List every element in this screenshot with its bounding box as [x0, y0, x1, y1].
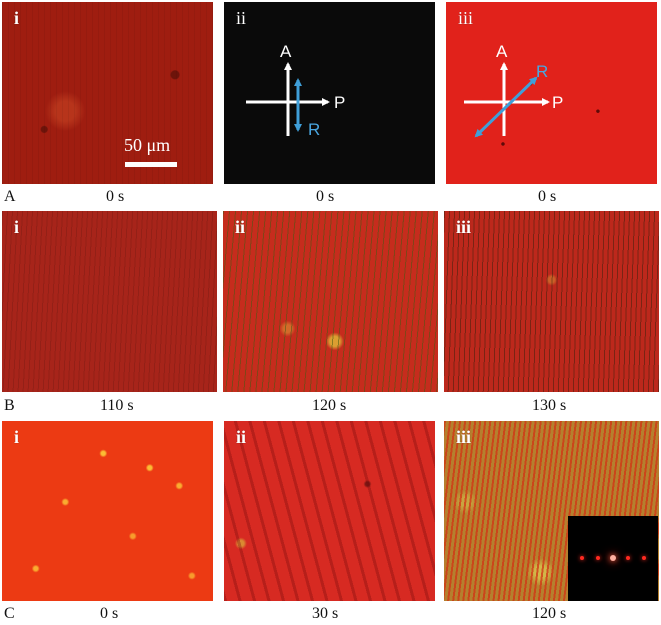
- time-label: 0 s: [100, 605, 119, 622]
- panel-b-iii: iii: [444, 211, 659, 392]
- diffraction-spot: [642, 556, 646, 560]
- row-label-b: B: [4, 397, 15, 414]
- analyzer-label: A: [496, 42, 508, 61]
- diffraction-spot: [626, 556, 630, 560]
- panel-a-i: i 50 μm: [2, 2, 213, 184]
- analyzer-label: A: [280, 42, 292, 61]
- panel-label: ii: [236, 8, 247, 28]
- panel-label: iii: [458, 8, 474, 28]
- time-label: 110 s: [100, 397, 134, 414]
- panel-a-ii: ii A P R: [224, 2, 435, 184]
- diffraction-pattern-inset: [568, 516, 658, 601]
- diffraction-spot: [580, 556, 584, 560]
- rubbing-label: R: [536, 62, 549, 81]
- panel-label: iii: [456, 427, 472, 447]
- panel-b-i: i: [2, 211, 217, 392]
- time-label: 0 s: [316, 188, 335, 205]
- time-label: 130 s: [532, 397, 567, 414]
- panel-label: ii: [236, 427, 247, 447]
- panel-c-i: i: [2, 421, 213, 601]
- diffraction-spot-center: [610, 555, 616, 561]
- polarizer-label: P: [552, 93, 564, 112]
- polarizer-analyzer-axes-icon: [246, 62, 330, 136]
- panel-label: i: [14, 427, 20, 447]
- panel-label: i: [14, 8, 20, 28]
- panel-label: iii: [456, 217, 472, 237]
- time-label: 0 s: [538, 188, 557, 205]
- panel-label: i: [14, 217, 20, 237]
- time-label: 120 s: [532, 605, 567, 622]
- panel-c-ii: ii: [224, 421, 435, 601]
- panel-c-iii: iii: [444, 421, 659, 601]
- scale-bar-label: 50 μm: [124, 135, 171, 155]
- rubbing-direction-arrow-icon: [474, 76, 538, 138]
- rubbing-label: R: [308, 120, 321, 139]
- diffraction-spot: [596, 556, 600, 560]
- polarizer-label: P: [334, 93, 346, 112]
- time-label: 0 s: [106, 188, 125, 205]
- scale-bar: [125, 162, 177, 167]
- row-label-a: A: [4, 188, 16, 205]
- row-label-c: C: [4, 605, 15, 622]
- polarizer-analyzer-axes-icon: [464, 62, 550, 138]
- time-label: 30 s: [312, 605, 339, 622]
- panel-a-iii: iii A P R: [446, 2, 657, 184]
- panel-label: ii: [235, 217, 246, 237]
- time-label: 120 s: [312, 397, 347, 414]
- panel-b-ii: ii: [223, 211, 438, 392]
